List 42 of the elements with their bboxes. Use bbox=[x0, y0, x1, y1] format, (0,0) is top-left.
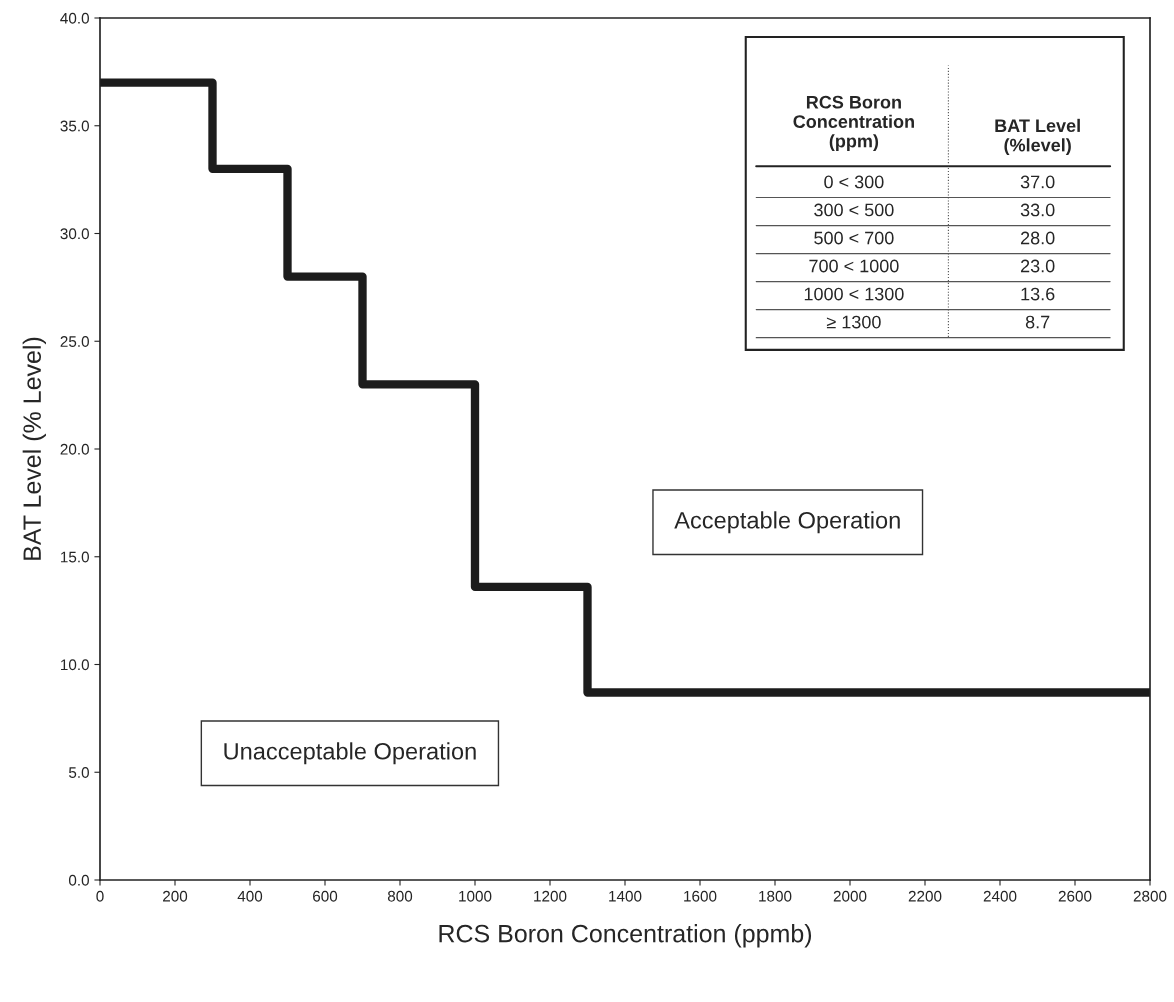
annotation: ≥ 1300 bbox=[826, 315, 881, 329]
y-tick-label: 20.0 bbox=[60, 443, 89, 455]
x-tick-label: 200 bbox=[163, 890, 188, 902]
annotation: Acceptable Operation bbox=[674, 511, 900, 534]
x-tick-label: 400 bbox=[237, 890, 263, 902]
y-tick-label: 25.0 bbox=[60, 336, 89, 347]
text: 13.6 bbox=[1021, 287, 1055, 301]
x-tick-label: 800 bbox=[387, 890, 413, 902]
y-tick-label: 10.0 bbox=[61, 659, 89, 671]
x-tick-label: 1200 bbox=[534, 890, 567, 902]
x-tick-label: 1800 bbox=[759, 890, 792, 902]
text: 8.7 bbox=[1025, 315, 1050, 329]
text: 33.0 bbox=[1020, 203, 1055, 217]
annotation: 700 < 1000 bbox=[809, 259, 899, 273]
y-tick-label: 15.0 bbox=[61, 551, 89, 563]
x-tick-label: 1000 bbox=[459, 890, 492, 902]
annotation: 0 < 300 bbox=[824, 175, 884, 189]
y-tick-label: 0.0 bbox=[68, 874, 89, 886]
annotation: RCS Boron Concentration (ppm) bbox=[793, 95, 914, 152]
text: 28.0 bbox=[1020, 231, 1055, 245]
annotation: BAT Level (%level) bbox=[995, 118, 1080, 156]
x-tick-label: 2000 bbox=[833, 890, 867, 902]
y-tick-label: 35.0 bbox=[60, 120, 89, 132]
y-tick-label: 30.0 bbox=[60, 228, 89, 240]
y-axis-title: BAT Level (% Level) bbox=[22, 337, 46, 560]
annotation: 500 < 700 bbox=[814, 231, 894, 245]
annotation: 300 < 500 bbox=[814, 203, 894, 217]
x-tick-label: 2600 bbox=[1058, 890, 1092, 902]
x-axis-title: RCS Boron Concentration (ppmb) bbox=[439, 924, 812, 948]
x-tick-label: 0 bbox=[96, 890, 104, 902]
x-tick-label: 2800 bbox=[1133, 890, 1167, 902]
text: 23.0 bbox=[1020, 259, 1055, 273]
x-tick-label: 1400 bbox=[609, 890, 642, 902]
x-tick-label: 600 bbox=[313, 890, 338, 902]
x-tick-label: 2200 bbox=[908, 890, 942, 902]
y-tick-label: 40.0 bbox=[60, 12, 89, 24]
annotation: 1000 < 1300 bbox=[804, 287, 904, 301]
annotation: Unacceptable Operation bbox=[224, 742, 476, 765]
text: 37.0 bbox=[1020, 175, 1055, 189]
x-tick-label: 1600 bbox=[684, 890, 717, 902]
y-tick-label: 5.0 bbox=[68, 767, 89, 778]
x-tick-label: 2400 bbox=[983, 890, 1017, 902]
